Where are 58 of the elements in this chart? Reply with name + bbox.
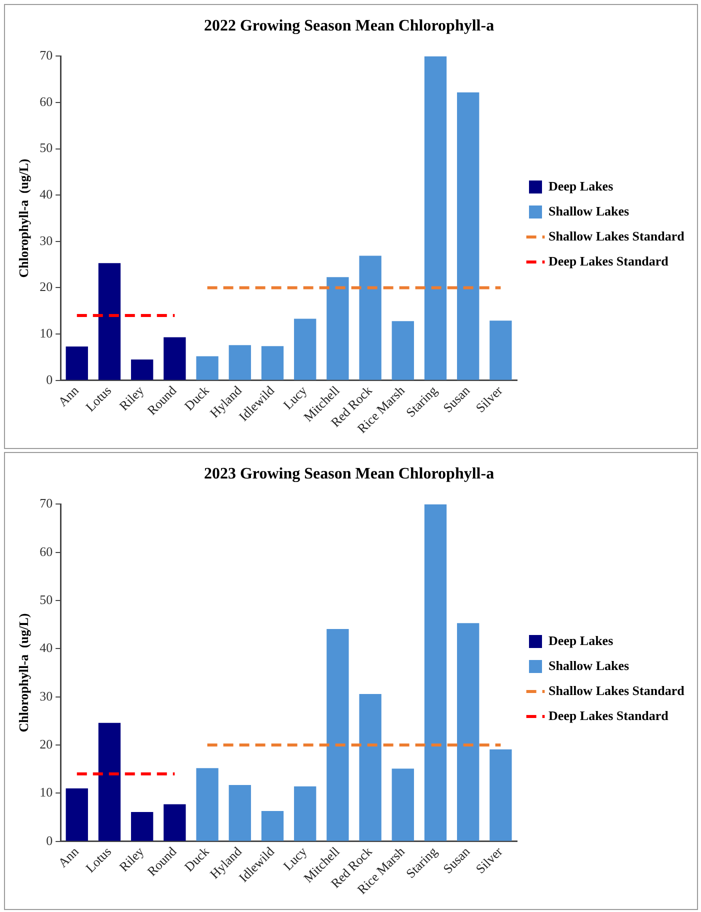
y-axis-title: Chlorophyll-a (ug/L) <box>16 613 32 732</box>
legend-label: Shallow Lakes Standard <box>548 682 686 698</box>
bar <box>98 263 121 380</box>
y-tick-label: 60 <box>40 544 53 559</box>
bar <box>457 623 480 841</box>
y-axis-title: Chlorophyll-a (ug/L) <box>16 158 32 278</box>
bar <box>164 804 186 841</box>
bar <box>457 92 480 380</box>
y-tick-label: 30 <box>40 688 53 704</box>
y-tick-label: 10 <box>40 784 53 800</box>
bar <box>490 749 512 841</box>
y-tick-label: 20 <box>40 279 53 294</box>
bar <box>228 784 251 841</box>
bar <box>294 786 316 841</box>
bar <box>424 56 447 380</box>
bar <box>359 694 382 841</box>
bar <box>294 318 316 380</box>
bar <box>66 346 88 380</box>
legend-label: Deep Lakes Standard <box>548 253 670 268</box>
y-tick-label: 50 <box>40 592 53 607</box>
bar <box>164 337 186 380</box>
bar <box>392 321 414 380</box>
bar <box>98 722 121 841</box>
y-tick-label: 40 <box>40 640 53 656</box>
y-tick-label: 0 <box>46 832 53 848</box>
x-tick-label: Ann <box>55 843 82 870</box>
bar <box>424 504 447 841</box>
legend-label: Deep Lakes <box>548 178 614 194</box>
y-tick-label: 0 <box>46 372 53 387</box>
y-tick-label: 70 <box>40 496 53 511</box>
legend-label: Deep Lakes Standard <box>548 708 670 723</box>
y-tick-label: 40 <box>40 186 53 202</box>
bar <box>326 628 349 841</box>
bar <box>131 360 154 380</box>
y-tick-label: 30 <box>40 232 53 248</box>
y-tick-label: 10 <box>40 325 53 340</box>
legend-label: Shallow Lakes <box>548 203 630 218</box>
chart-title: 2023 Growing Season Mean Chlorophyll-a <box>204 466 494 483</box>
legend-label: Shallow Lakes <box>548 658 630 673</box>
legend-label: Shallow Lakes Standard <box>548 228 686 244</box>
x-tick-label: Ann <box>55 382 82 410</box>
bar <box>261 346 284 380</box>
bar <box>131 812 154 841</box>
bar <box>490 320 512 380</box>
y-tick-label: 60 <box>40 94 53 109</box>
bar <box>392 768 414 841</box>
bar <box>196 356 218 380</box>
bar <box>326 277 349 380</box>
y-tick-label: 20 <box>40 736 53 752</box>
y-tick-label: 70 <box>40 48 53 63</box>
legend-label: Deep Lakes <box>548 632 614 648</box>
chart-title: 2022 Growing Season Mean Chlorophyll-a <box>204 18 494 35</box>
bar <box>359 256 382 380</box>
bar <box>66 788 88 841</box>
bar <box>261 810 284 841</box>
bar <box>196 768 218 841</box>
y-tick-label: 50 <box>40 140 53 156</box>
bar <box>228 345 251 380</box>
